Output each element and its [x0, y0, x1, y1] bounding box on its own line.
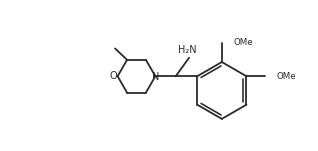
Text: N: N — [152, 72, 159, 82]
Text: H₂N: H₂N — [178, 45, 197, 55]
Text: OMe: OMe — [233, 38, 253, 47]
Text: O: O — [110, 71, 118, 81]
Text: OMe: OMe — [276, 72, 296, 81]
